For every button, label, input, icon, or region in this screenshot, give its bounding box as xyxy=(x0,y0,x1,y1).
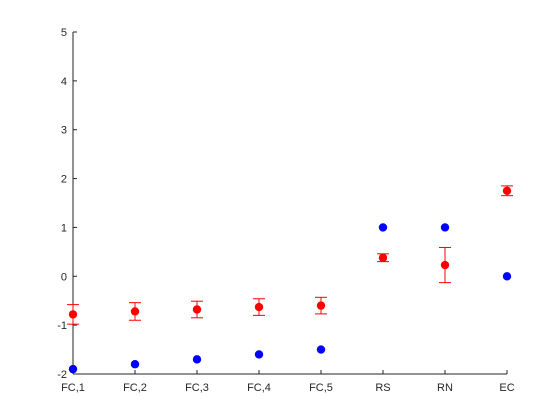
x-tick-label: EC xyxy=(499,382,514,394)
x-tick-label: RN xyxy=(437,382,453,394)
data-point xyxy=(316,301,326,310)
x-tick-label: FC,2 xyxy=(123,382,147,394)
y-tick-label: 0 xyxy=(61,271,67,283)
data-point xyxy=(378,253,388,262)
data-point xyxy=(502,272,512,281)
data-point xyxy=(68,310,78,319)
data-point xyxy=(254,302,264,312)
data-point xyxy=(130,360,140,369)
data-point xyxy=(192,305,202,314)
y-tick-label: -1 xyxy=(57,320,67,332)
plot-axes: -2 -1 0 1 2 3 4 5 FC,1 FC,2 FC,3 FC,4 FC,5 RS RN EC xyxy=(57,27,514,394)
data-point xyxy=(316,345,326,354)
data-point xyxy=(68,364,78,374)
y-tick-label: 4 xyxy=(61,76,67,88)
plot-marks xyxy=(67,185,513,374)
y-tick-label: 2 xyxy=(61,174,67,186)
y-tick-label: 1 xyxy=(61,222,67,234)
x-tick-label: FC,5 xyxy=(309,382,333,394)
data-point xyxy=(192,355,202,364)
x-tick-label: FC,1 xyxy=(61,382,85,394)
data-point xyxy=(378,223,388,232)
data-point xyxy=(130,307,140,316)
y-tick-label: 5 xyxy=(61,27,67,39)
data-point xyxy=(502,186,512,195)
data-point xyxy=(254,350,264,359)
y-tick-label: -2 xyxy=(57,369,67,381)
x-tick-label: FC,4 xyxy=(247,382,271,394)
data-point xyxy=(440,260,450,270)
x-tick-label: FC,3 xyxy=(185,382,209,394)
y-tick-label: 3 xyxy=(61,125,67,137)
x-tick-label: RS xyxy=(375,382,390,394)
data-point xyxy=(440,223,450,232)
